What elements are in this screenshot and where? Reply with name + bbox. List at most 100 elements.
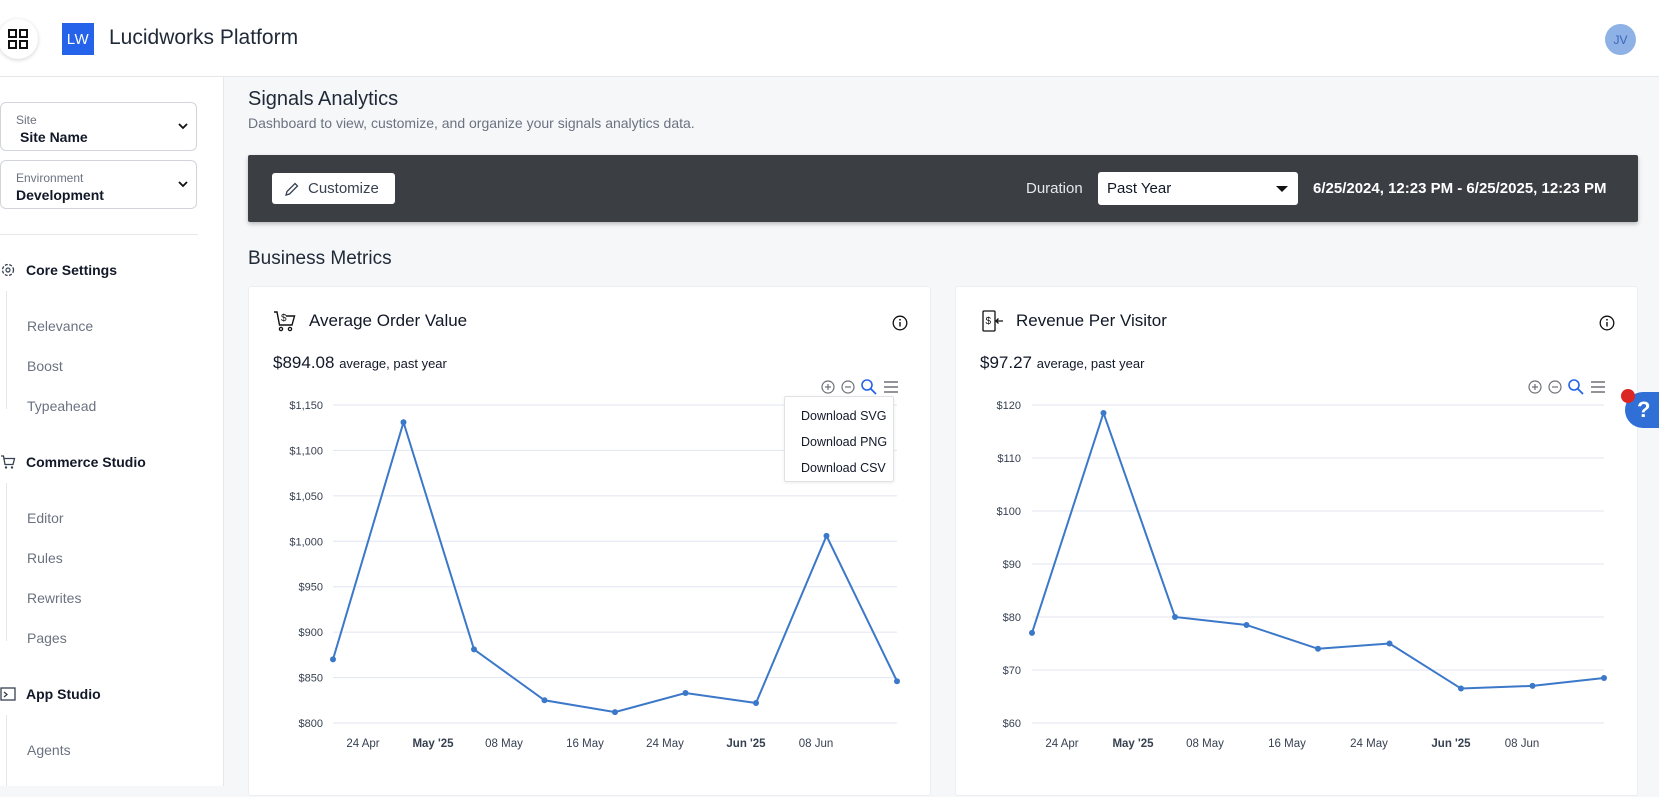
app-switcher-button[interactable] <box>0 19 38 59</box>
magnifier-icon[interactable] <box>860 378 878 396</box>
y-tick-label: $950 <box>299 582 323 594</box>
data-point <box>823 532 830 539</box>
x-tick-label: 24 Apr <box>1045 738 1078 750</box>
x-tick-label: 08 Jun <box>1505 738 1540 750</box>
x-tick-label: May '25 <box>1112 738 1154 750</box>
x-tick-label: 24 May <box>646 738 684 750</box>
data-point <box>894 678 900 685</box>
x-tick-label: May '25 <box>412 738 454 750</box>
y-tick-label: $1,100 <box>289 445 323 457</box>
sidebar-item-editor[interactable]: Editor <box>27 510 64 526</box>
data-point <box>1529 682 1536 689</box>
duration-label: Duration <box>1026 180 1083 197</box>
metric-value-line: $97.27 average, past year <box>980 353 1144 373</box>
data-point <box>471 646 477 653</box>
svg-text:$: $ <box>281 313 287 324</box>
data-point <box>541 697 548 704</box>
rpv-line-chart: $120 $110 $100 $90 $80 $70 $60 24 Apr May '25 08 … <box>997 400 1607 750</box>
top-bar: LW Lucidworks Platform JV <box>0 0 1659 77</box>
sidebar: Site Site Name Environment Development C… <box>0 77 224 786</box>
chevron-down-icon <box>178 181 188 188</box>
data-point <box>1243 621 1250 628</box>
data-point <box>753 700 759 707</box>
customize-button[interactable]: Customize <box>272 173 395 204</box>
magnifier-icon[interactable] <box>1567 378 1585 396</box>
data-point <box>1100 409 1107 416</box>
zoom-in-icon[interactable] <box>820 379 836 395</box>
download-svg-item[interactable]: Download SVG <box>801 409 887 423</box>
svg-text:$: $ <box>986 316 992 327</box>
sidebar-section-core-settings[interactable]: Core Settings <box>0 262 117 278</box>
data-point <box>682 690 689 697</box>
y-tick-label: $1,000 <box>289 536 323 548</box>
duration-select[interactable]: Past Year <box>1098 172 1298 205</box>
y-tick-label: $100 <box>997 506 1021 518</box>
zoom-out-icon[interactable] <box>840 379 856 395</box>
cart-icon <box>0 454 18 470</box>
chart-toolbar <box>1527 378 1607 396</box>
y-tick-label: $80 <box>1003 612 1021 624</box>
sidebar-item-rewrites[interactable]: Rewrites <box>27 590 82 606</box>
environment-select-value: Development <box>16 187 104 203</box>
card-header: $ Average Order Value <box>273 309 467 333</box>
pencil-icon <box>285 182 299 196</box>
sidebar-section-label: Core Settings <box>26 262 118 278</box>
menu-icon[interactable] <box>1589 378 1607 396</box>
page-subtitle: Dashboard to view, customize, and organi… <box>248 115 695 131</box>
notification-dot <box>1621 389 1635 403</box>
y-tick-label: $1,150 <box>289 400 323 412</box>
sidebar-item-rules[interactable]: Rules <box>27 550 63 566</box>
customize-label: Customize <box>308 180 379 197</box>
section-rail <box>6 483 7 641</box>
duration-value: Past Year <box>1107 180 1172 197</box>
metric-card-revenue-per-visitor: $ Revenue Per Visitor $97.27 average, pa… <box>955 286 1638 796</box>
zoom-out-icon[interactable] <box>1547 379 1563 395</box>
x-tick-label: Jun '25 <box>1431 738 1471 750</box>
sidebar-item-agents[interactable]: Agents <box>27 742 71 758</box>
app-title: Lucidworks Platform <box>109 26 299 49</box>
sidebar-item-typeahead[interactable]: Typeahead <box>27 398 97 414</box>
cart-dollar-icon: $ <box>274 311 296 332</box>
info-icon[interactable] <box>892 315 908 331</box>
data-point <box>1601 674 1607 681</box>
x-tick-label: 08 May <box>485 738 523 750</box>
metric-value: $894.08 <box>273 353 335 372</box>
site-select[interactable]: Site Site Name <box>0 102 197 151</box>
x-tick-label: 24 Apr <box>346 738 379 750</box>
card-header: $ Revenue Per Visitor <box>980 309 1167 333</box>
data-point <box>330 656 336 663</box>
user-avatar[interactable]: JV <box>1605 24 1636 55</box>
environment-select[interactable]: Environment Development <box>0 160 197 209</box>
y-tick-label: $110 <box>997 453 1021 465</box>
download-png-item[interactable]: Download PNG <box>801 435 888 449</box>
card-title: Revenue Per Visitor <box>1016 311 1167 330</box>
aov-line-chart: $1,150 $1,100 $1,050 $1,000 $950 $900 $850 $800… <box>289 400 900 750</box>
chevron-down-icon <box>178 123 188 130</box>
section-rail <box>6 291 7 409</box>
sidebar-section-commerce-studio[interactable]: Commerce Studio <box>0 454 146 470</box>
menu-icon[interactable] <box>882 378 900 396</box>
zoom-in-icon[interactable] <box>1527 379 1543 395</box>
data-point <box>1172 614 1178 620</box>
x-tick-label: Jun '25 <box>726 738 766 750</box>
download-csv-item[interactable]: Download CSV <box>801 461 886 475</box>
sidebar-item-boost[interactable]: Boost <box>27 358 63 374</box>
sidebar-section-label: Commerce Studio <box>26 454 146 470</box>
x-tick-label: 08 Jun <box>799 738 834 750</box>
info-icon[interactable] <box>1599 315 1615 331</box>
metric-note: average, past year <box>1036 356 1145 371</box>
section-rail <box>6 715 7 786</box>
grid-icon <box>8 29 28 49</box>
chart-toolbar <box>820 378 900 396</box>
sidebar-section-label: App Studio <box>26 686 101 702</box>
sidebar-item-pages[interactable]: Pages <box>27 630 67 646</box>
lucidworks-logo[interactable]: LW <box>62 23 94 55</box>
y-tick-label: $800 <box>299 718 323 730</box>
sidebar-section-app-studio[interactable]: App Studio <box>0 686 101 702</box>
y-tick-label: $850 <box>299 673 323 685</box>
sidebar-item-relevance[interactable]: Relevance <box>27 318 94 334</box>
x-tick-label: 24 May <box>1350 738 1388 750</box>
metric-card-average-order-value: $ Average Order Value $894.08 average, p… <box>248 286 931 796</box>
terminal-icon <box>0 686 18 702</box>
dashboard-toolbar: Customize Duration Past Year 6/25/2024, … <box>248 155 1638 222</box>
